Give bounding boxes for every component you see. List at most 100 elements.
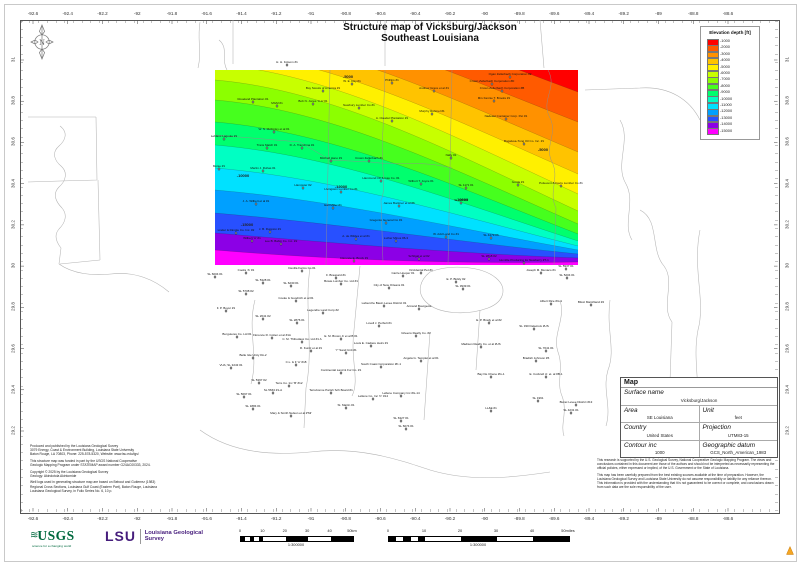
contour-inc-value: 1000 bbox=[654, 450, 665, 455]
lon-label-top: -89.4 bbox=[583, 11, 595, 16]
datum-label: Geographic datum bbox=[702, 441, 756, 449]
scale-tick-label: 20 bbox=[282, 528, 287, 533]
lon-label-bottom: -91.6 bbox=[201, 516, 212, 521]
legend-entry: -13000 bbox=[707, 115, 757, 123]
area-value: SE Louisiana bbox=[646, 415, 673, 420]
lon-label-bottom: -91.4 bbox=[236, 516, 247, 521]
lon-label-top: -88.8 bbox=[688, 11, 699, 16]
lon-label-bottom: -92.6 bbox=[27, 516, 39, 521]
lon-label-top: -88.6 bbox=[722, 11, 734, 16]
lsu-lgs-logo: LSU Louisiana Geological Survey bbox=[105, 528, 205, 544]
lat-label-right: 31 bbox=[784, 56, 790, 63]
usgs-wave-icon: ≋ bbox=[30, 530, 38, 541]
lat-label-left: 30 bbox=[10, 263, 16, 269]
lon-label-bottom: -92.4 bbox=[62, 516, 73, 521]
legend-entry: -3000 bbox=[707, 50, 757, 59]
legend-entry: -5000 bbox=[707, 63, 757, 72]
lat-label-left: 29.2 bbox=[10, 426, 16, 435]
credits-line: Produced and published by the Louisiana … bbox=[30, 444, 119, 448]
legend-entry: -12000 bbox=[707, 108, 757, 116]
credits-line: Geologic Mapping Program under STATEMAP … bbox=[30, 462, 151, 467]
lat-label-right: 30.8 bbox=[784, 96, 790, 106]
lon-label-top: -91.8 bbox=[166, 11, 178, 16]
legend-value: -1000 bbox=[720, 38, 730, 43]
legend-swatch bbox=[707, 96, 719, 104]
scale-bar-block bbox=[285, 537, 309, 541]
lon-label-top: -90.2 bbox=[444, 11, 456, 16]
surface-name-value: Vicksburg/Jackson bbox=[680, 397, 718, 403]
lat-label-right: 30.2 bbox=[784, 219, 790, 229]
map-info-box: Map Surface name Vicksburg/Jackson Area … bbox=[620, 377, 778, 458]
credits-text: Produced and published by the Louisiana … bbox=[30, 444, 190, 493]
legend-entry: -1000 bbox=[707, 38, 757, 46]
country-value: United States bbox=[646, 432, 673, 438]
scale-tick-label: 10 bbox=[421, 528, 427, 533]
legend-entry: -2000 bbox=[707, 44, 757, 52]
scale-bar-block bbox=[417, 537, 425, 541]
lon-label-bottom: -90.4 bbox=[410, 516, 421, 521]
lat-label-left: 29.4 bbox=[10, 384, 16, 394]
lon-label-bottom: -88.8 bbox=[688, 516, 699, 521]
credits-line: Baton Rouge, LA 70803, Phone: 225-578-53… bbox=[30, 452, 139, 457]
bottom-axis-ticks bbox=[21, 509, 777, 512]
legend-entry: -11000 bbox=[707, 102, 757, 110]
scale-bar-block bbox=[533, 537, 569, 541]
lon-label-bottom: -90 bbox=[481, 516, 489, 521]
lon-label-top: -89.2 bbox=[618, 11, 629, 16]
legend-entry: -9000 bbox=[707, 89, 757, 97]
scale-bar-block bbox=[330, 537, 353, 541]
scale-ratio: 1:300000 bbox=[469, 542, 487, 547]
legend-swatch bbox=[707, 83, 719, 91]
lgs-wordmark: Louisiana Geological Survey bbox=[144, 529, 203, 542]
map-info-row-contour-datum: Contour inc 1000 Geographic datum GCS_No… bbox=[621, 440, 777, 457]
legend-value: -12000 bbox=[720, 108, 733, 114]
lon-label-bottom: -91.2 bbox=[271, 516, 282, 521]
scale-bar-block bbox=[241, 537, 246, 541]
lon-label-top: -89.8 bbox=[514, 11, 525, 16]
lon-label-top: -89.6 bbox=[549, 11, 560, 16]
legend-swatch bbox=[707, 128, 719, 136]
legend-value: -3000 bbox=[720, 50, 730, 56]
scale-tick-label: 40 bbox=[327, 528, 332, 533]
scale-bar-block bbox=[461, 537, 497, 541]
lon-label-top: -92.2 bbox=[97, 11, 108, 16]
scale-tick-label: 0 bbox=[386, 528, 390, 533]
credits-line: This structure map was funded in part by… bbox=[30, 458, 138, 463]
contour-inc-label: Contour inc bbox=[624, 441, 657, 449]
legend-value: -9000 bbox=[720, 89, 730, 95]
legend-swatch bbox=[707, 109, 719, 116]
scale-tick-label: 30 bbox=[305, 528, 310, 533]
scale-tick-label: 20 bbox=[457, 528, 463, 533]
scale-tick-label: 0 bbox=[238, 528, 242, 533]
lat-label-right: 30 bbox=[784, 263, 790, 269]
legend-value: -4000 bbox=[720, 57, 730, 63]
credits-line: Geology: Akindotola Akintomide bbox=[30, 473, 77, 478]
scale-bar-block bbox=[249, 537, 255, 541]
credits-line: 3079 Energy, Coast & Environment Buildin… bbox=[30, 448, 135, 453]
legend-value: -11000 bbox=[720, 102, 732, 107]
legend-value: -5000 bbox=[720, 63, 730, 69]
disclaimer-paragraph: This map has been carefully prepared fro… bbox=[597, 473, 774, 489]
disclaimer-text: This research is supported by the U.S. G… bbox=[597, 458, 777, 493]
legend-entry: -8000 bbox=[707, 83, 757, 91]
legend-swatch bbox=[707, 70, 719, 78]
lon-label-bottom: -90.6 bbox=[375, 516, 386, 521]
lon-label-bottom: -89 bbox=[655, 516, 662, 521]
legend-value: -2000 bbox=[720, 44, 730, 50]
legend-swatch bbox=[707, 121, 719, 129]
legend-value: -6000 bbox=[720, 70, 730, 75]
lon-label-bottom: -89.8 bbox=[514, 516, 525, 521]
lat-label-left: 29.6 bbox=[10, 343, 16, 353]
legend-entry: -4000 bbox=[707, 57, 757, 65]
scale-tick-label: 50miles bbox=[561, 528, 575, 533]
legend-title: Elevation depth [ft] bbox=[709, 29, 751, 35]
lon-label-top: -89 bbox=[655, 11, 662, 16]
legend-swatch bbox=[707, 64, 719, 72]
legend-swatch bbox=[707, 51, 719, 59]
legend-entry: -6000 bbox=[707, 70, 757, 78]
scale-bar-track bbox=[388, 536, 570, 542]
scale-tick-label: 30 bbox=[493, 528, 499, 533]
lat-label-left: 30.4 bbox=[10, 178, 16, 188]
map-title-line1: Structure map of Vicksburg/Jackson bbox=[343, 22, 517, 33]
watermark-icon bbox=[786, 546, 794, 555]
